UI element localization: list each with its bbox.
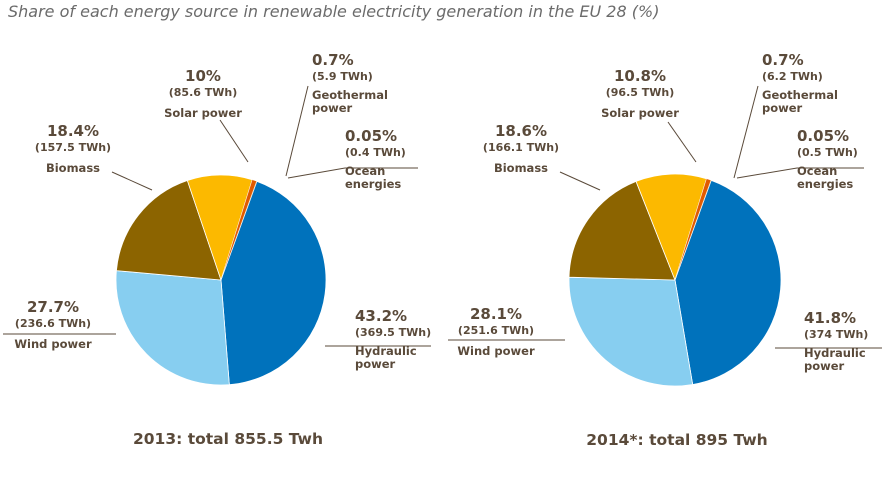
slice-percent: 10.8% [614,67,666,85]
slice-percent: 43.2% [355,307,407,325]
pie-slice-wind-power [115,270,230,386]
slice-name: power [355,357,396,371]
slice-percent: 0.05% [345,127,397,145]
slice-percent: 18.6% [495,122,547,140]
slice-twh: (374 TWh) [804,328,868,341]
slice-name: Solar power [601,106,679,120]
slice-twh: (85.6 TWh) [169,86,238,99]
pie-caption: 2014*: total 895 Twh [586,431,767,449]
pie-caption: 2013: total 855.5 Twh [133,430,323,448]
slice-name: Ocean [345,164,385,178]
pie-slice-ocean-energies [220,181,258,281]
slice-name: Solar power [164,106,242,120]
slice-name: Geothermal [762,88,838,102]
slice-name: Hydraulic [804,346,866,360]
slice-label-wind-power: 28.1%(251.6 TWh) Wind power [448,305,565,358]
slice-name: power [804,359,845,373]
pie-slice-biomass [115,180,222,281]
slice-twh: (96.5 TWh) [606,86,675,99]
pie-slice-hydraulic-power [220,180,327,386]
slice-name: Wind power [14,337,92,351]
slice-percent: 18.4% [47,122,99,140]
slice-twh: (0.4 TWh) [345,146,406,159]
leader-line [736,167,864,179]
pie-slice-ocean-energies [674,180,712,281]
slice-name: Hydraulic [355,344,417,358]
slice-label-biomass: 18.6%(166.1 TWh) Biomass [483,122,601,191]
slice-twh: (6.2 TWh) [762,70,823,83]
slice-twh: (0.5 TWh) [797,146,858,159]
slice-percent: 0.05% [797,127,849,145]
slice-twh: (251.6 TWh) [458,324,534,337]
slice-name: power [312,101,353,115]
pie-slice-biomass [568,180,676,281]
chart-title: Share of each energy source in renewable… [8,2,660,21]
slice-name: energies [797,177,853,191]
slice-name: Biomass [494,161,548,175]
slice-percent: 27.7% [27,298,79,316]
slice-twh: (166.1 TWh) [483,141,559,154]
slice-percent: 0.7% [312,51,354,69]
pie-slices [115,174,327,386]
slice-name: Biomass [46,161,100,175]
slice-label-biomass: 18.4%(157.5 TWh) Biomass [35,122,153,191]
pie-slice-solar-power [635,173,708,282]
slice-name: Wind power [457,344,535,358]
pie-slice-wind-power [568,276,694,387]
slice-label-solar-power: 10.8%(96.5 TWh) Solar power [601,67,697,163]
slice-percent: 28.1% [470,305,522,323]
leader-line [733,85,759,179]
leader-line [111,171,153,191]
slice-twh: (157.5 TWh) [35,141,111,154]
slice-label-solar-power: 10%(85.6 TWh) Solar power [164,67,249,163]
slice-name: energies [345,177,401,191]
pie-chart-1: 43.2%(369.5 TWh)Hydraulicpower27.7%(236.… [3,51,431,448]
slice-percent: 0.7% [762,51,804,69]
slice-name: Geothermal [312,88,388,102]
pie-slices [568,173,782,387]
leader-line [559,171,601,191]
leader-line [667,121,697,163]
leader-line [287,167,418,179]
slice-twh: (236.6 TWh) [15,317,91,330]
slice-name: power [762,101,803,115]
slice-name: Ocean [797,164,837,178]
pie-slice-hydraulic-power [674,179,782,385]
leader-line [285,85,309,177]
pie-chart-2: 41.8%(374 TWh)Hydraulicpower28.1%(251.6 … [448,51,882,449]
slice-twh: (369.5 TWh) [355,326,431,339]
leader-line [219,119,249,163]
slice-twh: (5.9 TWh) [312,70,373,83]
slice-label-wind-power: 27.7%(236.6 TWh) Wind power [3,298,116,351]
slice-percent: 41.8% [804,309,856,327]
slice-percent: 10% [185,67,221,85]
